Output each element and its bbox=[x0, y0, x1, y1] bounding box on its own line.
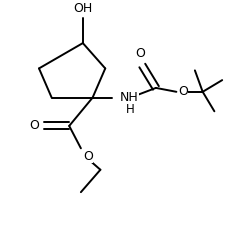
Text: OH: OH bbox=[73, 2, 92, 15]
Text: H: H bbox=[125, 104, 134, 117]
Text: O: O bbox=[135, 47, 145, 60]
Text: O: O bbox=[177, 85, 187, 98]
Text: O: O bbox=[29, 119, 39, 132]
Text: NH: NH bbox=[119, 91, 138, 104]
Text: O: O bbox=[82, 150, 92, 163]
